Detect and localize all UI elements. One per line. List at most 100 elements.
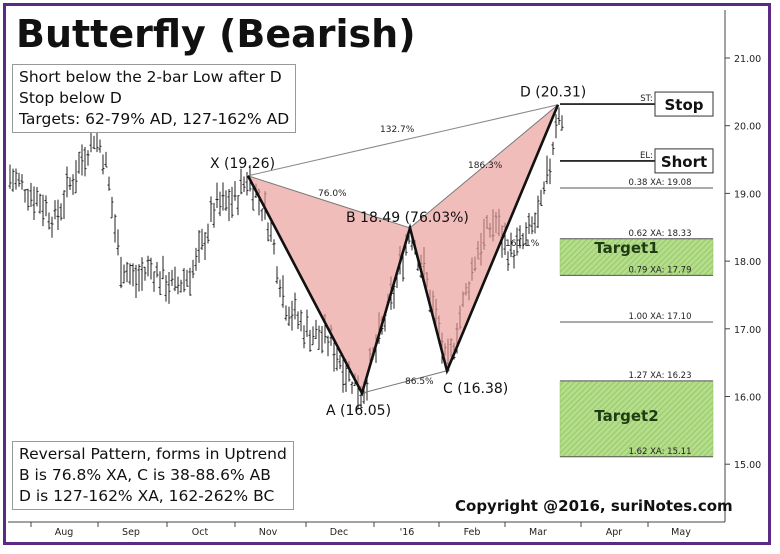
price-bar — [221, 182, 225, 211]
x-tick-label: '16 — [400, 527, 415, 538]
price-bar — [317, 325, 321, 350]
price-bar — [560, 115, 564, 131]
price-bar — [50, 216, 54, 238]
price-bar — [182, 267, 186, 293]
price-bar — [38, 193, 42, 214]
price-bar — [530, 216, 534, 235]
price-bar — [74, 160, 78, 194]
price-bar — [104, 151, 108, 168]
x-tick-label: Mar — [529, 527, 547, 538]
price-bar — [272, 239, 276, 255]
price-bar — [80, 144, 84, 176]
price-bar — [266, 222, 270, 242]
level-label: 0.38 XA: 19.08 — [628, 178, 691, 188]
price-bar — [233, 181, 237, 201]
price-bar — [341, 359, 345, 393]
price-bar — [8, 164, 12, 189]
pattern-point-label: X (19.26) — [210, 156, 275, 172]
price-bar — [251, 187, 255, 211]
price-bar — [83, 146, 87, 177]
price-bar — [200, 228, 204, 250]
price-bar — [179, 279, 183, 293]
ratio-label: 86.5% — [405, 377, 434, 387]
price-bar — [86, 150, 90, 166]
price-bar — [125, 261, 129, 283]
x-tick-label: Dec — [330, 527, 348, 538]
price-bar — [149, 257, 153, 280]
price-bar — [32, 186, 36, 221]
price-bar — [350, 381, 354, 394]
price-bar — [290, 300, 294, 331]
price-bar — [191, 259, 195, 279]
price-bar — [35, 187, 39, 207]
price-bar — [128, 263, 132, 285]
price-bar — [227, 189, 231, 222]
price-bar — [545, 155, 549, 185]
price-bar — [56, 199, 60, 230]
price-bar — [293, 292, 297, 320]
price-bar — [92, 135, 96, 150]
rule-line: B is 76.8% XA, C is 38-88.6% AB — [19, 466, 271, 484]
ratio-label: 161.1% — [505, 239, 540, 249]
price-bar — [509, 232, 513, 258]
price-bar — [314, 319, 318, 339]
price-bar — [533, 212, 537, 234]
price-bar — [47, 212, 51, 230]
x-tick-label: Oct — [192, 527, 209, 538]
price-bar — [536, 195, 540, 228]
price-bar — [506, 251, 510, 271]
price-bar — [53, 200, 57, 220]
pattern-point-label: B 18.49 (76.03%) — [346, 210, 469, 226]
x-tick-label: Sep — [122, 527, 140, 538]
price-bar — [65, 166, 69, 198]
price-bar — [155, 262, 159, 278]
price-bar — [71, 174, 75, 195]
ratio-line-bd — [409, 104, 559, 229]
pattern-point-label: D (20.31) — [520, 85, 586, 101]
price-bar — [113, 214, 117, 243]
instruction-line: Targets: 62-79% AD, 127-162% AD — [19, 110, 290, 128]
x-tick-label: Nov — [259, 527, 278, 538]
y-tick-label: 16.00 — [734, 393, 761, 404]
price-bar — [59, 203, 63, 221]
instruction-line: Short below the 2-bar Low after D — [19, 68, 282, 86]
x-tick-label: Feb — [464, 527, 481, 538]
price-bar — [161, 255, 165, 280]
price-bar — [245, 172, 249, 196]
price-bar — [17, 172, 21, 187]
level-label: 1.00 XA: 17.10 — [628, 312, 691, 322]
ratio-line-ac — [361, 370, 448, 394]
price-bar — [524, 222, 528, 247]
price-bar — [518, 225, 522, 249]
price-bar — [296, 311, 300, 329]
pattern-legs — [246, 104, 560, 397]
price-bar — [77, 151, 81, 174]
price-bar — [218, 191, 222, 217]
price-bar — [326, 335, 330, 357]
price-bar — [140, 257, 144, 291]
price-bar — [167, 271, 171, 304]
price-bar — [521, 232, 525, 250]
price-bar — [278, 279, 282, 298]
copyright-text: Copyright @2016, suriNotes.com — [455, 497, 733, 515]
price-bar — [20, 174, 24, 190]
price-bar — [284, 305, 288, 321]
price-bar — [176, 276, 180, 295]
callout-box — [654, 91, 714, 117]
price-bar — [134, 264, 138, 299]
price-bar — [542, 181, 546, 195]
pattern-triangle-bcd — [410, 104, 558, 371]
price-bar — [107, 176, 111, 191]
price-bar — [281, 275, 285, 308]
price-bar — [143, 266, 147, 281]
price-bar — [512, 249, 516, 269]
price-bar — [185, 269, 189, 287]
price-bar — [173, 266, 177, 292]
price-bar — [335, 344, 339, 371]
level-label: 0.79 XA: 17.79 — [628, 265, 691, 275]
rule-line: D is 127-162% XA, 162-262% BC — [19, 487, 275, 505]
price-bar — [158, 271, 162, 295]
price-bar — [122, 264, 126, 284]
pattern-triangle-xab — [248, 175, 410, 394]
callout-box — [654, 148, 714, 174]
